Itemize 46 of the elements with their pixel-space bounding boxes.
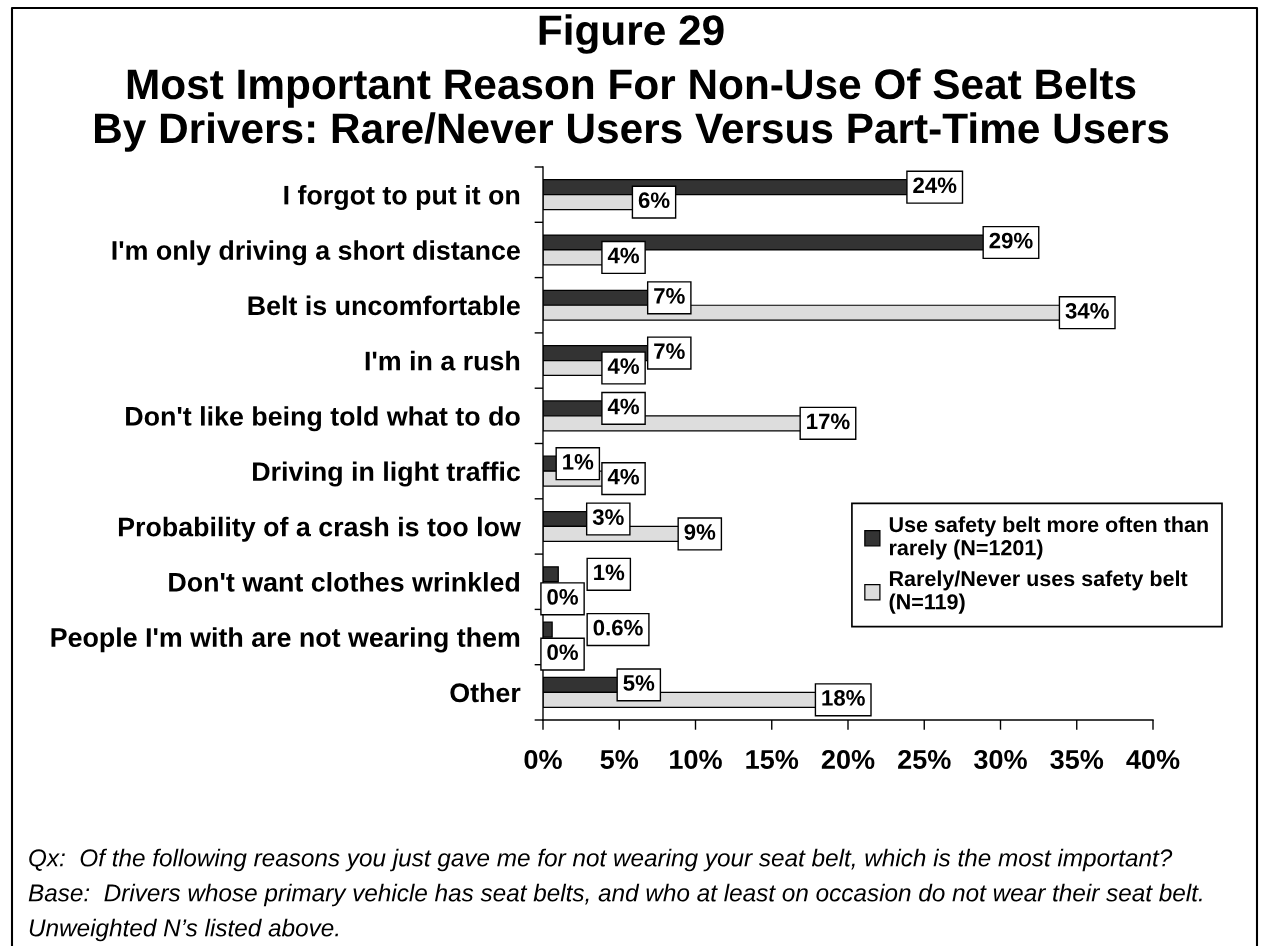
legend-label: Rarely/Never uses safety belt (N=119) (889, 570, 1188, 614)
y-tick-label: I'm only driving a short distance (112, 240, 520, 266)
text: Base: Drivers whose primary vehicle has seat belts, and who at least on occasion do not wear their seat belt. (28, 883, 1202, 907)
x-tick-label: 0% (524, 749, 562, 770)
x-tick-label: 30% (974, 749, 1027, 770)
y-tick-label: Driving in light traffic (253, 461, 521, 487)
data-label: 0.6% (593, 619, 643, 636)
y-tick-label: Other (450, 682, 521, 703)
y-tick-label: Don't want clothes wrinkled (169, 572, 520, 592)
data-label: 24% (913, 177, 957, 194)
text: Qx: Of the following reasons you just gave me for not wearing your seat belt, which is the most important? (29, 848, 1173, 872)
data-label: 6% (638, 192, 670, 209)
chart-title: Figure 29 (539, 14, 724, 54)
x-tick-label: 35% (1050, 749, 1104, 770)
data-label: 3% (592, 509, 624, 525)
data-label: 4% (607, 468, 639, 485)
y-tick-label: Don't like being told what to do (126, 406, 520, 432)
data-label: 18% (822, 690, 865, 706)
data-label: 9% (684, 524, 716, 540)
y-tick-label: I'm in a rush (365, 350, 520, 371)
x-tick-label: 5% (600, 749, 639, 770)
data-label: 17% (807, 413, 850, 430)
data-label: 1% (594, 564, 625, 581)
chart-subtitle: Most Important Reason For Non-Use Of Seat Belts By Drivers: Rare/Never Users Versus Part-Time Users (94, 68, 1169, 152)
x-tick-label: 10% (670, 749, 722, 770)
x-tick-label: 20% (821, 749, 875, 770)
y-tick-label: People I'm with are not wearing them (51, 627, 520, 653)
data-label: 0% (547, 589, 578, 605)
y-tick-label: I forgot to put it on (284, 184, 520, 211)
legend-label: Use safety belt more often than rarely (N=1201) (889, 516, 1208, 560)
x-tick-label: 40% (1126, 749, 1180, 770)
data-label: 4% (607, 398, 639, 415)
data-label: 1% (563, 453, 594, 470)
data-label: 7% (654, 288, 685, 304)
data-label: 34% (1065, 302, 1109, 319)
data-label: 5% (623, 675, 655, 691)
data-label: 7% (654, 343, 685, 359)
x-tick-label: 25% (898, 749, 951, 770)
data-label: 4% (607, 358, 639, 374)
data-label: 0% (547, 644, 578, 661)
x-tick-label: 15% (746, 749, 799, 770)
y-tick-label: Belt is uncomfortable (248, 295, 520, 316)
y-tick-label: Probability of a crash is too low (118, 516, 521, 542)
data-label: 29% (989, 232, 1033, 249)
data-label: 4% (607, 247, 639, 264)
text: Unweighted N’s listed above. (29, 918, 339, 942)
